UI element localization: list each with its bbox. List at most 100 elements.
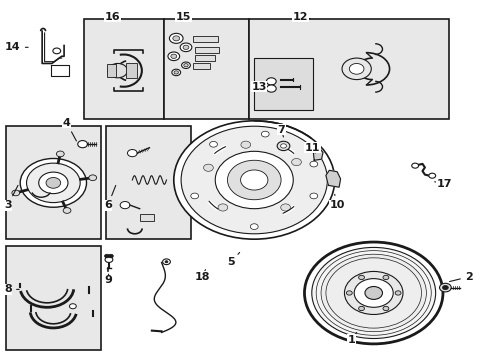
Circle shape (209, 141, 217, 147)
Circle shape (69, 304, 76, 309)
Bar (106, 64, 116, 77)
Circle shape (26, 163, 80, 203)
Text: 7: 7 (277, 125, 285, 137)
Circle shape (411, 163, 418, 168)
Bar (83, 19, 163, 119)
Circle shape (190, 193, 198, 199)
Circle shape (181, 126, 327, 234)
Text: 4: 4 (62, 118, 76, 141)
Circle shape (439, 283, 450, 292)
Circle shape (167, 52, 179, 60)
Circle shape (241, 141, 250, 148)
Text: 15: 15 (176, 12, 191, 22)
Bar (140, 214, 154, 221)
Circle shape (382, 275, 388, 280)
Circle shape (227, 160, 281, 200)
Circle shape (105, 257, 113, 262)
Text: 2: 2 (448, 272, 472, 282)
Circle shape (180, 43, 191, 51)
Circle shape (108, 254, 113, 258)
Circle shape (358, 275, 364, 280)
Circle shape (346, 291, 351, 295)
Bar (163, 19, 249, 119)
Circle shape (89, 175, 97, 181)
Circle shape (56, 151, 64, 157)
Bar (194, 47, 219, 53)
Circle shape (291, 158, 301, 166)
Circle shape (203, 164, 213, 171)
Text: 18: 18 (194, 270, 209, 282)
Text: 12: 12 (292, 12, 310, 22)
Text: 3: 3 (4, 185, 18, 210)
Text: 16: 16 (105, 12, 122, 22)
Circle shape (309, 161, 317, 167)
Circle shape (311, 247, 435, 338)
Circle shape (382, 306, 388, 311)
Circle shape (321, 254, 426, 332)
Circle shape (63, 208, 71, 213)
Circle shape (172, 36, 179, 41)
Circle shape (162, 259, 170, 265)
Bar (193, 36, 217, 42)
Text: 17: 17 (434, 179, 451, 189)
Circle shape (240, 170, 267, 190)
Circle shape (428, 173, 435, 178)
Bar (193, 63, 210, 69)
Bar (5, 246, 101, 350)
Bar (249, 19, 448, 119)
Circle shape (78, 140, 87, 148)
Circle shape (280, 204, 290, 211)
Circle shape (364, 287, 382, 300)
Circle shape (215, 151, 293, 209)
Circle shape (261, 131, 268, 137)
Circle shape (353, 279, 392, 307)
Text: 5: 5 (226, 252, 239, 267)
Circle shape (39, 172, 68, 194)
Circle shape (20, 158, 86, 207)
Circle shape (316, 251, 430, 335)
Circle shape (169, 33, 183, 43)
Circle shape (325, 258, 421, 328)
Text: 6: 6 (104, 185, 116, 210)
Circle shape (108, 63, 127, 78)
Circle shape (394, 291, 400, 295)
Circle shape (53, 48, 61, 54)
Circle shape (218, 204, 227, 211)
Bar (126, 63, 137, 78)
Circle shape (309, 193, 317, 199)
Bar (194, 55, 215, 61)
Bar (5, 126, 101, 239)
Text: 1: 1 (347, 332, 356, 345)
Text: 11: 11 (305, 143, 320, 153)
Circle shape (171, 69, 180, 76)
Circle shape (280, 144, 286, 148)
Circle shape (277, 141, 289, 150)
Circle shape (266, 78, 276, 85)
Polygon shape (313, 148, 323, 160)
Circle shape (250, 224, 258, 229)
Circle shape (266, 85, 276, 92)
Circle shape (344, 271, 402, 315)
Text: 8: 8 (4, 284, 19, 294)
Text: 14: 14 (5, 42, 28, 52)
Circle shape (442, 285, 447, 290)
Text: 9: 9 (104, 274, 112, 285)
Circle shape (12, 190, 20, 196)
Circle shape (358, 306, 364, 311)
Circle shape (46, 177, 61, 188)
Bar (254, 58, 312, 110)
Circle shape (164, 261, 167, 263)
Bar (105, 126, 190, 239)
Text: 10: 10 (329, 194, 344, 210)
Circle shape (304, 242, 442, 344)
Circle shape (183, 64, 188, 67)
Circle shape (170, 54, 176, 58)
Circle shape (341, 58, 370, 80)
Circle shape (120, 202, 130, 209)
Circle shape (181, 62, 190, 68)
Polygon shape (325, 170, 340, 187)
Circle shape (183, 45, 188, 49)
Circle shape (127, 149, 137, 157)
Circle shape (174, 71, 178, 74)
Text: 13: 13 (251, 82, 266, 92)
